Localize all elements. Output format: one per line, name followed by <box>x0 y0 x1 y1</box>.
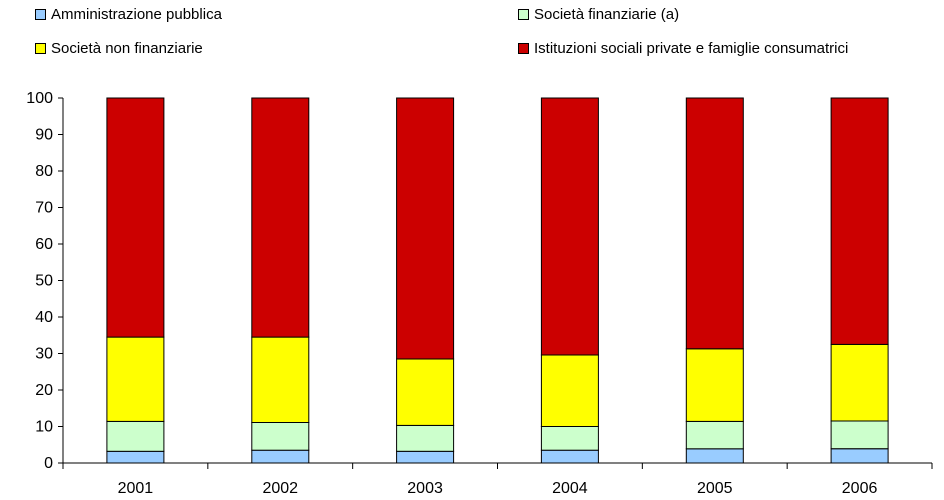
bar-segment <box>540 426 599 451</box>
legend-item: Amministrazione pubblica <box>35 6 222 23</box>
bar-segment <box>106 97 165 338</box>
y-tick-label: 0 <box>44 455 53 472</box>
bar-segment <box>540 449 599 464</box>
bar-segment <box>251 422 310 451</box>
y-tick-label: 100 <box>26 90 53 107</box>
bar-segment <box>106 420 165 452</box>
bar-segment <box>830 448 889 464</box>
bar-segment <box>251 97 310 338</box>
bar-segment <box>830 343 889 422</box>
legend-item: Società finanziarie (a) <box>518 6 679 23</box>
legend-item: Istituzioni sociali private e famiglie c… <box>518 40 848 57</box>
y-tick-label: 50 <box>35 273 53 290</box>
bar-segment <box>396 97 455 360</box>
legend-label: Società finanziarie (a) <box>534 6 680 23</box>
x-tick-label: 2003 <box>407 480 443 497</box>
x-tick-label: 2001 <box>118 480 154 497</box>
legend-swatch <box>35 9 46 20</box>
x-tick-label: 2004 <box>552 480 588 497</box>
y-tick-label: 10 <box>35 419 53 436</box>
legend: Amministrazione pubblica Società finanzia… <box>0 0 944 70</box>
bar-segment <box>685 348 744 422</box>
x-tick-label: 2005 <box>697 480 733 497</box>
legend-label: Istituzioni sociali private e famiglie c… <box>534 40 849 57</box>
y-tick-label: 30 <box>35 346 53 363</box>
legend-item: Società non finanziarie <box>35 40 203 57</box>
x-tick-label: 2006 <box>842 480 878 497</box>
legend-label: Amministrazione pubblica <box>51 6 222 23</box>
legend-swatch <box>518 9 529 20</box>
y-tick-label: 90 <box>35 127 53 144</box>
y-tick-label: 40 <box>35 309 53 326</box>
bar-segment <box>106 450 165 464</box>
bar-segment <box>540 354 599 427</box>
bar-segment <box>540 97 599 356</box>
bar-segment <box>251 449 310 464</box>
y-tick-label: 70 <box>35 200 53 217</box>
bar-segment <box>830 420 889 450</box>
bar-segment <box>685 420 744 450</box>
legend-swatch <box>35 43 46 54</box>
bar-segment <box>396 358 455 426</box>
bar-segment <box>685 448 744 464</box>
legend-label: Società non finanziarie <box>51 40 203 57</box>
y-tick-label: 80 <box>35 163 53 180</box>
bar-segment <box>396 424 455 452</box>
y-tick-label: 60 <box>35 236 53 253</box>
x-tick-label: 2002 <box>262 480 298 497</box>
legend-swatch <box>518 43 529 54</box>
bar-segment <box>830 97 889 345</box>
bar-segment <box>251 336 310 424</box>
y-tick-label: 20 <box>35 382 53 399</box>
bar-segment <box>106 336 165 422</box>
bar-segment <box>685 97 744 350</box>
bar-segment <box>396 450 455 464</box>
